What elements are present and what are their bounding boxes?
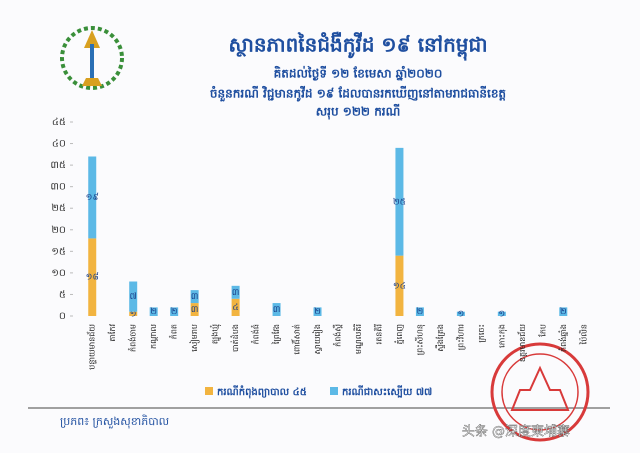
value-label: ៣ [191,305,199,315]
x-tick-label: កំពត [169,324,179,339]
watermark: 头条 @深度柬埔寨 [462,424,570,440]
x-tick-label: ភ្នំពេញ [394,324,404,344]
value-label: ១ [498,309,505,319]
bar-segment [149,307,158,316]
x-tick-label: កំពង់ធំ [251,324,261,344]
y-tick-label: ៥ [59,289,66,300]
bar-segment [313,307,322,316]
legend-swatch [330,387,338,395]
bar-segment [190,290,199,304]
x-tick-label: បន្ទាយមានជ័យ [87,324,97,370]
x-tick-label: កំពង់ចាម [128,324,138,352]
x-tick-label: ពោធិ៍សាត់ [291,324,302,354]
y-tick-label: ៣៥ [50,160,66,171]
value-label: ១៨ [86,272,99,283]
bar-segment [129,311,138,316]
x-tick-label: ក្រចេះ [477,324,486,343]
bar-segment [559,307,568,316]
bar-segment [231,298,240,316]
x-tick-label: រតនគិរី [373,324,383,345]
x-tick-label: ស្ទឹងត្រែង [435,324,445,352]
y-tick-label: ៤០ [52,139,66,150]
stamp [490,342,590,442]
x-tick-label: ព្រៃវែង [271,324,281,345]
subtitle: សរុប ១២២ ករណី [316,104,401,121]
x-tick-label: ត្បូងឃ្មុំ [210,324,222,345]
value-label: ១៩ [86,192,99,203]
y-tick-label: ១៥ [51,246,66,257]
x-tick-label: សៀមរាប [189,324,200,352]
bar-segment [190,303,199,316]
y-tick-label: ២០ [51,225,66,236]
bar-segment [395,255,404,316]
bar-segment [88,238,97,316]
bar-segment [272,303,281,316]
value-label: ១ [130,309,137,319]
y-tick-label: ៣០ [50,182,66,193]
x-tick-label: បាត់ដំបង [230,324,240,352]
bar-segment [497,311,506,316]
x-tick-label: កែប [537,324,547,337]
value-label: ២៥ [393,197,406,207]
y-tick-label: ២៥ [51,203,66,214]
subtitle: ចំនួនករណី វិជ្ជមានកូវីដ ១៩ ដែលបានរកឃើញនៅ… [210,86,507,103]
x-tick-label: ឧត្តរមានជ័យ [517,324,527,362]
legend-label: ករណីជាសះស្បើយ ៧៧ [342,385,432,398]
bar-segment [88,156,97,239]
value-label: ២ [150,307,157,317]
bar-segment [170,307,179,316]
x-tick-label: ព្រះវិហារ [455,324,465,351]
value-label: ២ [417,307,424,317]
bar-segment [415,307,424,316]
bar-segment [456,311,465,316]
x-tick-label: កំពង់ស្ពឺ [333,324,343,347]
value-label: ៧ [130,292,137,302]
x-tick-label: កំពង់ឆ្នាំង [558,324,568,352]
bar-segment [395,147,404,256]
value-label: ១ [457,309,464,319]
value-label: ២ [171,307,178,317]
value-label: ៣ [191,292,199,302]
y-tick-label: ០ [59,311,66,322]
x-tick-label: ព្រះសីហនុ [414,324,425,355]
bar-segment [231,285,240,299]
x-tick-label: ប៉ៃលិន [578,324,588,345]
value-label: ២ [314,307,321,317]
y-tick-label: ៤៥ [52,117,66,128]
value-label: ៣ [232,288,240,298]
subtitle: គិតដល់ថ្ងៃទី ១២ ខែមេសា ឆ្នាំ២០២០ [274,66,443,82]
x-tick-label: មណ្ឌលគិរី [353,324,363,355]
bar-segment [129,281,138,312]
y-tick-label: ១០ [51,268,66,279]
value-label: ៣ [273,305,281,315]
source: ប្រភព៖ ក្រសួងសុខាភិបាល [60,414,169,429]
x-tick-label: តាកែវ [107,324,117,342]
value-label: ២ [560,307,567,317]
legend-swatch [205,387,213,395]
x-tick-label: ស្វាយរៀង [312,324,323,354]
logo [60,26,124,90]
x-tick-label: កណ្ដាល [149,324,158,349]
value-label: ៤ [232,303,238,313]
x-tick-label: កោះកុង [497,324,507,348]
value-label: ១៤ [393,281,406,291]
legend-label: ករណីកំពុងព្យាបាល ៤៥ [217,385,307,399]
